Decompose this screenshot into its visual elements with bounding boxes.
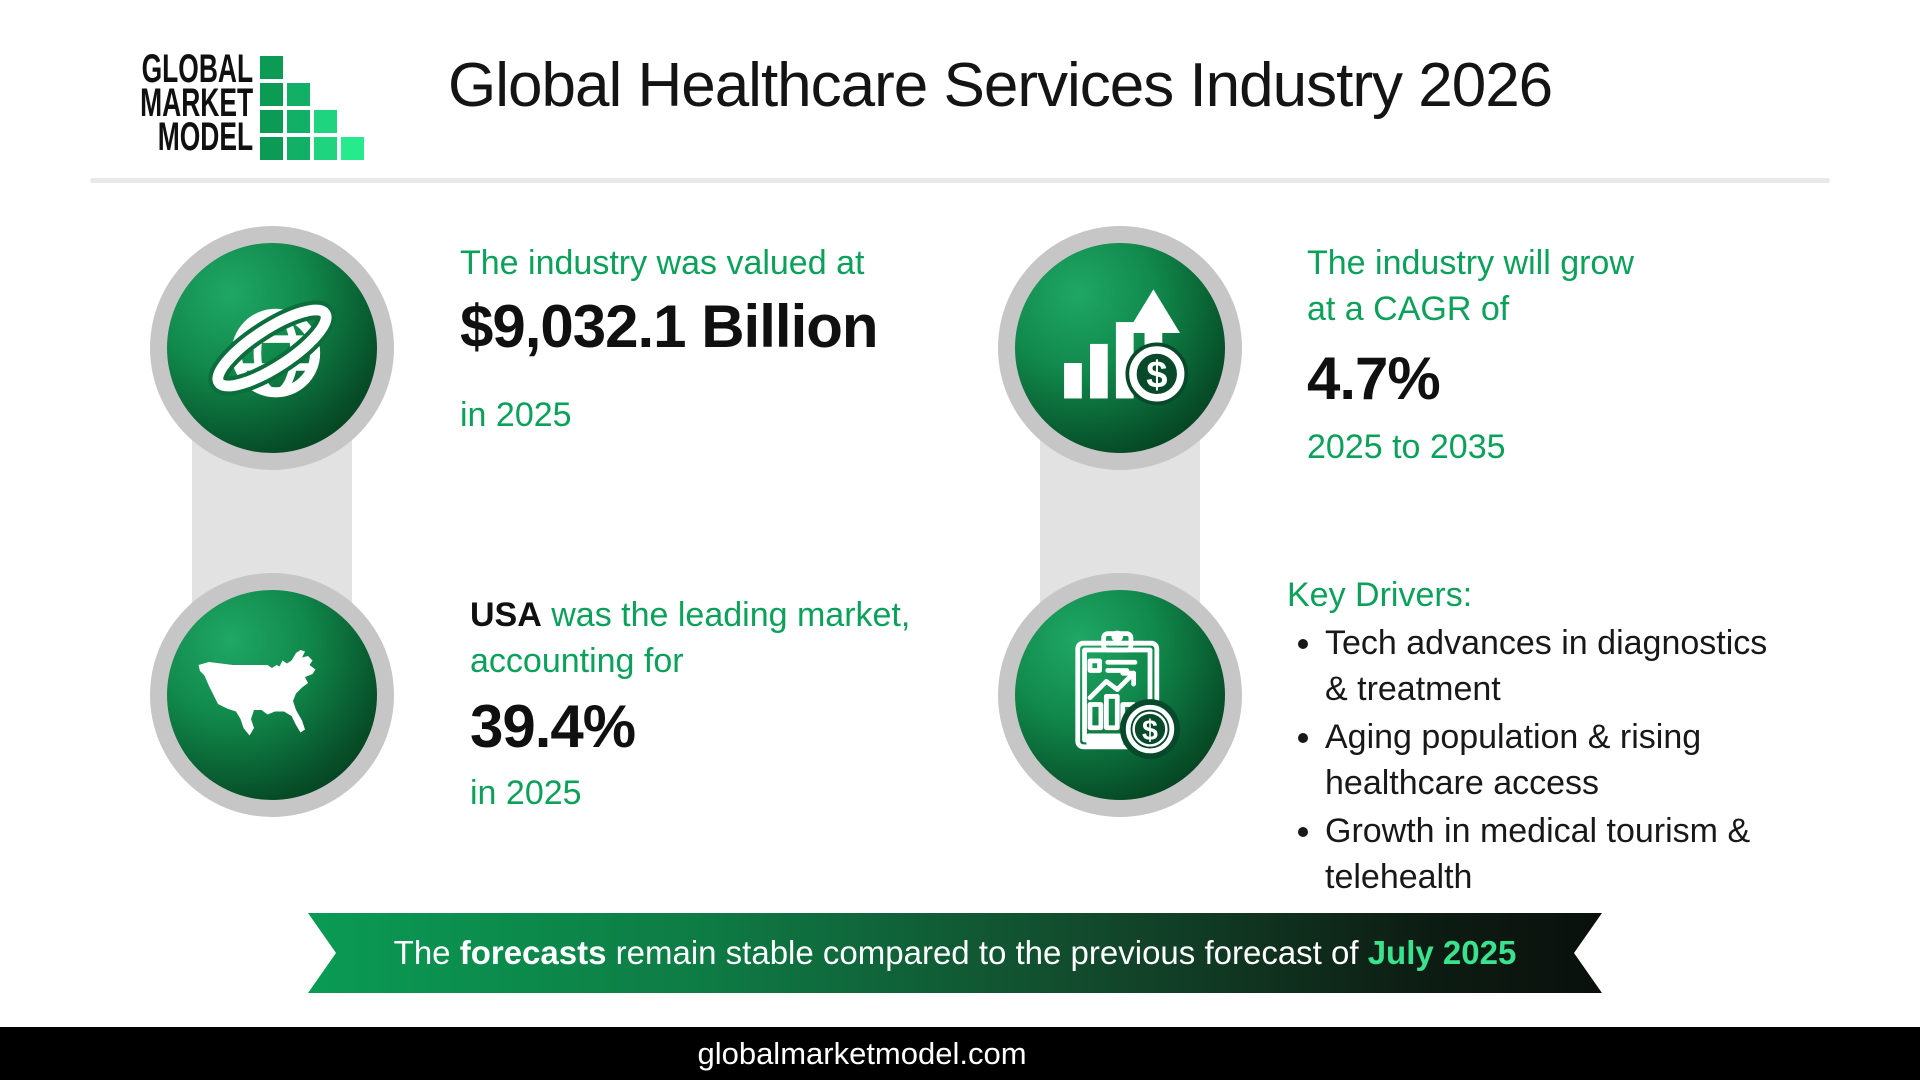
logo-square <box>260 137 283 160</box>
usa-map-icon <box>167 590 377 800</box>
logo-square <box>287 110 310 133</box>
valuation-badge <box>150 226 394 470</box>
key-driver-item: Tech advances in diagnostics & treatment <box>1325 620 1795 712</box>
key-drivers-list: Tech advances in diagnostics & treatment… <box>1287 620 1767 900</box>
leading-market-period: in 2025 <box>470 774 582 812</box>
svg-text:$: $ <box>1142 715 1158 747</box>
banner-highlight-date: July 2025 <box>1367 934 1517 971</box>
growth-value: 4.7% <box>1307 345 1441 412</box>
svg-text:$: $ <box>1146 354 1167 397</box>
logo-square <box>260 110 283 133</box>
leading-market-line2: accounting for <box>470 642 684 680</box>
logo-square <box>287 83 310 106</box>
drivers-badge: $ <box>998 573 1242 817</box>
footer-website: globalmarketmodel.com <box>697 1035 1027 1071</box>
usa-badge <box>150 573 394 817</box>
key-driver-item: Aging population & rising healthcare acc… <box>1325 714 1795 806</box>
header-divider <box>90 178 1830 183</box>
stat-valuation: The industry was valued at $9,032.1 Bill… <box>460 240 879 435</box>
page-title: Global Healthcare Services Industry 2026 <box>448 51 1553 120</box>
logo-square <box>260 56 283 79</box>
logo-square <box>260 83 283 106</box>
clipboard-chart-icon: $ <box>1015 590 1225 800</box>
globe-icon <box>167 243 377 453</box>
valuation-intro: The industry was valued at <box>460 244 865 282</box>
forecast-banner: The forecasts remain stable compared to … <box>308 913 1602 993</box>
logo-line-3: MODEL <box>157 115 253 159</box>
logo-line-2: MARKET <box>140 81 253 125</box>
logo-square <box>314 137 337 160</box>
banner-middle: remain stable compared to the previous f… <box>606 934 1368 971</box>
logo-square <box>314 110 337 133</box>
leading-market-name: USA <box>470 596 542 634</box>
leading-market-value: 39.4% <box>470 693 636 760</box>
forecast-banner-text: The forecasts remain stable compared to … <box>394 934 1517 972</box>
stat-key-drivers: Key Drivers: Tech advances in diagnostic… <box>1287 572 1767 902</box>
leading-market-rest: was the leading market, <box>541 596 911 634</box>
logo-wordmark: GLOBAL MARKET MODEL <box>140 47 253 159</box>
footer-bar: globalmarketmodel.com <box>0 1027 1920 1080</box>
key-drivers-heading: Key Drivers: <box>1287 576 1473 614</box>
growth-intro-line1: The industry will grow <box>1307 244 1634 282</box>
stat-growth: The industry will grow at a CAGR of 4.7%… <box>1307 240 1634 467</box>
growth-chart-icon: $ <box>1015 243 1225 453</box>
valuation-period: in 2025 <box>460 396 572 434</box>
logo-square <box>287 137 310 160</box>
valuation-value: $9,032.1 Billion <box>460 293 879 360</box>
stat-leading-market: USA was the leading market, accounting f… <box>470 592 910 813</box>
growth-period: 2025 to 2035 <box>1307 428 1506 466</box>
logo-square <box>341 137 364 160</box>
logo-squares <box>260 56 364 160</box>
growth-badge: $ <box>998 226 1242 470</box>
banner-prefix: The <box>393 934 460 971</box>
banner-bold-word: forecasts <box>459 934 607 971</box>
leading-market-line1: USA was the leading market, <box>470 592 910 638</box>
key-driver-item: Growth in medical tourism & telehealth <box>1325 808 1795 900</box>
logo-line-1: GLOBAL <box>141 47 253 91</box>
growth-intro-line2: at a CAGR of <box>1307 290 1510 328</box>
